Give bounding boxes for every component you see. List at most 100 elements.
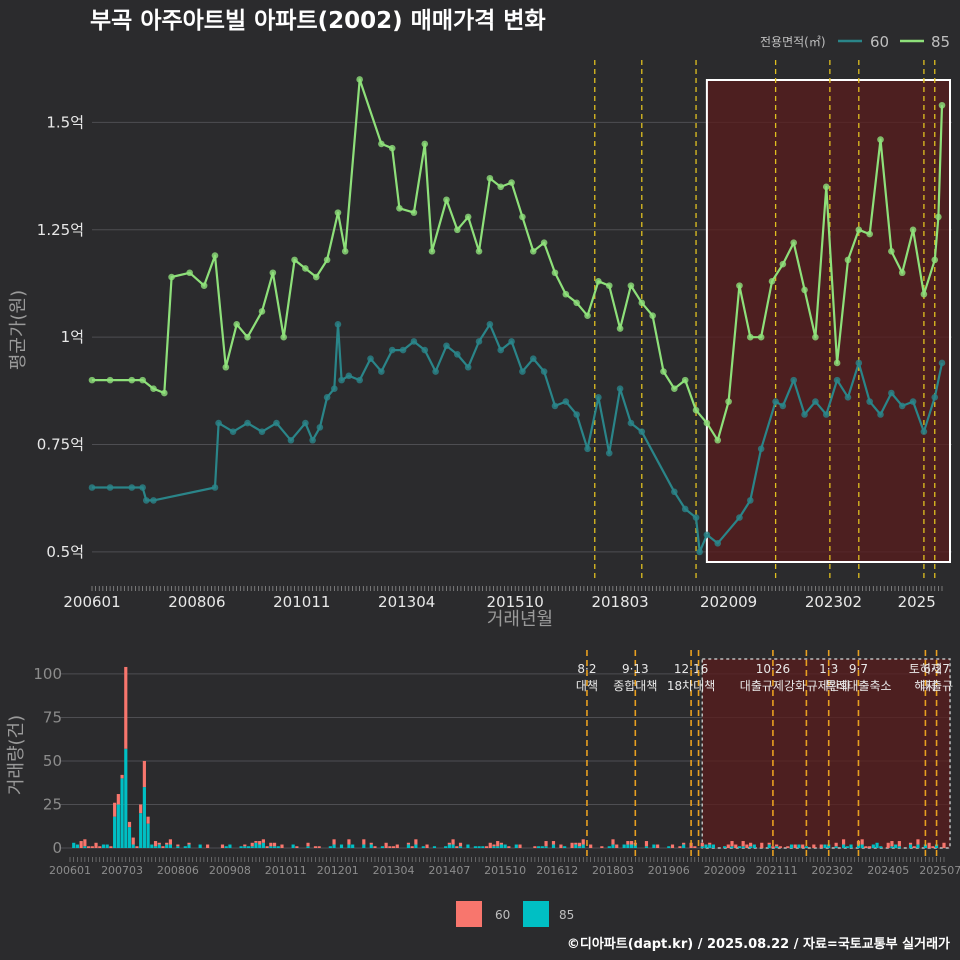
volume-bar-85 (113, 816, 117, 848)
data-point-60 (421, 346, 429, 354)
volume-bar-85 (607, 846, 611, 848)
volume-bar-60 (139, 804, 143, 814)
volume-bar-85 (458, 846, 463, 848)
policy-label: 규제완화 (807, 679, 851, 693)
volume-bar-60 (518, 844, 522, 848)
volume-bar-85 (775, 846, 779, 848)
volume-bar-85 (269, 846, 273, 848)
volume-bar-85 (444, 846, 448, 848)
data-point-85 (356, 76, 363, 83)
volume-bar-85 (473, 846, 477, 848)
volume-bar-85 (127, 827, 132, 848)
volume-bar-85 (652, 844, 656, 848)
volume-bar-85 (150, 844, 154, 848)
volume-bar-85 (332, 844, 336, 848)
data-point-85 (519, 213, 526, 221)
data-point-85 (790, 239, 798, 246)
data-point-60 (573, 411, 580, 418)
volume-bar-85 (432, 846, 437, 848)
policy-label: 해지 (914, 679, 936, 693)
policy-label: 9·13 (622, 662, 649, 676)
volume-bar-60 (87, 846, 91, 848)
volume-bar-85 (414, 844, 418, 848)
data-point-60 (833, 376, 841, 384)
volume-legend: 60 85 (456, 901, 574, 927)
data-point-60 (475, 338, 483, 345)
data-point-60 (323, 394, 331, 401)
volume-bar-60 (760, 842, 764, 848)
volume-bar-60 (741, 841, 745, 847)
volume-bar-60 (332, 839, 336, 845)
volume-bar-85 (258, 844, 262, 848)
data-point-60 (692, 514, 700, 521)
data-point-60 (931, 394, 939, 401)
volume-bar-60 (124, 666, 128, 749)
volume-bar-85 (630, 844, 634, 848)
volume-bar-60 (793, 844, 797, 848)
volume-legend-swatch-85 (523, 901, 549, 927)
data-point-60 (338, 376, 345, 384)
legend-label-60: 60 (870, 33, 889, 51)
volume-bar-60 (644, 841, 649, 847)
volume-bar-85 (116, 804, 120, 848)
volume-bar-60 (388, 846, 392, 848)
volume-bar-60 (243, 844, 247, 847)
data-point-85 (540, 239, 548, 246)
data-point-60 (244, 419, 251, 427)
data-point-85 (168, 273, 175, 281)
volume-bar-60 (611, 839, 615, 845)
volume-bar-60 (113, 802, 117, 817)
volume-bar-85 (139, 813, 143, 848)
volume-bar-60 (135, 846, 139, 848)
volume-bar-60 (670, 844, 675, 848)
volume-bar-85 (496, 846, 500, 848)
volume-bar-85 (380, 846, 384, 848)
data-point-85 (428, 247, 436, 255)
data-point-85 (768, 278, 776, 285)
volume-bar-60 (317, 846, 321, 848)
data-point-60 (888, 389, 895, 397)
volume-bar-85 (749, 846, 753, 848)
data-point-85 (725, 398, 732, 405)
y-tick-label: 0.75억 (37, 436, 84, 454)
data-point-60 (920, 428, 928, 435)
x-tick-label: 201011 (273, 593, 330, 611)
data-point-85 (475, 247, 483, 255)
policy-label: 대출규 (920, 679, 953, 693)
data-point-85 (898, 269, 906, 277)
data-point-85 (616, 325, 624, 332)
volume-bar-60 (600, 846, 604, 848)
data-point-60 (779, 402, 787, 410)
volume-bar-60 (574, 842, 578, 845)
x-tick-label: 200806 (168, 593, 225, 611)
data-point-85 (584, 312, 591, 320)
volume-bar-85 (72, 842, 76, 848)
data-point-85 (931, 256, 939, 264)
data-point-60 (345, 372, 353, 380)
volume-bar-60 (458, 842, 463, 847)
data-point-85 (323, 256, 331, 264)
volume-bar-60 (700, 842, 704, 847)
volume-bar-85 (224, 846, 228, 848)
data-point-60 (399, 346, 407, 354)
policy-label: 9·7 (849, 662, 868, 676)
volume-bar-60 (347, 839, 351, 845)
data-point-85 (801, 286, 808, 294)
volume-bar-85 (890, 846, 894, 848)
data-point-85 (877, 136, 884, 143)
volume-bar-85 (849, 844, 853, 848)
volume-bar-85 (908, 844, 913, 848)
data-point-85 (464, 213, 472, 221)
y-tick-label: 1.25억 (37, 221, 84, 239)
volume-bar-85 (466, 844, 470, 848)
volume-bar-85 (845, 846, 849, 848)
volume-bar-85 (804, 846, 808, 848)
volume-x-tick-label: 202111 (756, 864, 798, 877)
volume-bar-85 (894, 844, 898, 848)
data-point-85 (106, 376, 114, 384)
x-tick-label: 200601 (63, 593, 120, 611)
data-point-85 (200, 282, 208, 289)
data-point-60 (855, 359, 863, 367)
volume-bar-60 (897, 841, 901, 847)
